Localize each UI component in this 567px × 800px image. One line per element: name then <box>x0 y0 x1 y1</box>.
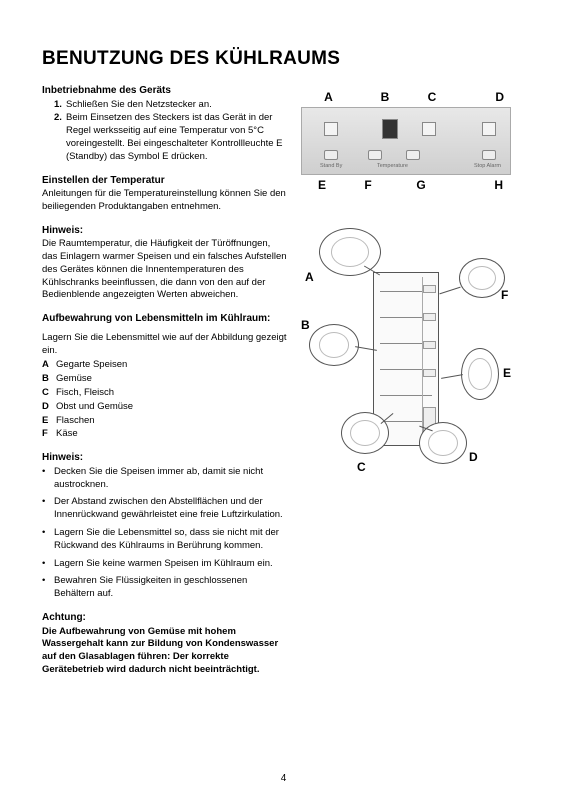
bullet-text: Lagern Sie keine warmen Speisen im Kühlr… <box>54 558 287 571</box>
callout-label-d: D <box>469 450 478 464</box>
bullet-icon: • <box>42 466 54 492</box>
door-shelf <box>423 313 436 321</box>
bullet-text: Lagern Sie die Lebensmittel so, dass sie… <box>54 527 287 553</box>
list-text: Schließen Sie den Netzstecker an. <box>66 99 287 112</box>
bullet-text: Der Abstand zwischen den Abstellflächen … <box>54 496 287 522</box>
list-number: 2. <box>54 112 66 163</box>
door-shelf <box>423 341 436 349</box>
bullet-item: •Der Abstand zwischen den Abstellflächen… <box>42 496 287 522</box>
callout-circle-e <box>461 348 499 400</box>
panel-label-d: D <box>450 90 510 104</box>
warning-paragraph: Die Aufbewahrung von Gemüse mit hohem Wa… <box>42 626 287 677</box>
bullet-icon: • <box>42 558 54 571</box>
legend-text: Gemüse <box>56 373 287 386</box>
list-number: 1. <box>54 99 66 112</box>
heading-warning: Achtung: <box>42 611 287 625</box>
bullet-text: Decken Sie die Speisen immer ab, damit s… <box>54 466 287 492</box>
temperature-display <box>382 119 398 139</box>
legend-text: Käse <box>56 428 287 441</box>
legend-text: Fisch, Fleisch <box>56 387 287 400</box>
bullet-icon: • <box>42 575 54 601</box>
standby-button <box>324 150 338 160</box>
panel-label-b: B <box>356 90 414 104</box>
legend-row: AGegarte Speisen <box>42 359 287 372</box>
legend-row: DObst und Gemüse <box>42 401 287 414</box>
callout-circle-f <box>459 258 505 298</box>
callout-label-c: C <box>357 460 366 474</box>
panel-label-h: H <box>449 178 509 192</box>
heading-note1: Hinweis: <box>42 224 287 238</box>
startup-list: 1. Schließen Sie den Netzstecker an. 2. … <box>42 99 287 164</box>
panel-label-g: G <box>393 178 449 192</box>
paragraph: Die Raumtemperatur, die Häufigkeit der T… <box>42 238 287 302</box>
panel-label-f: F <box>343 178 393 192</box>
text-column: Inbetriebnahme des Geräts 1. Schließen S… <box>42 84 287 679</box>
heading-startup: Inbetriebnahme des Geräts <box>42 84 287 98</box>
bullet-icon: • <box>42 527 54 553</box>
temp-icon <box>422 122 436 136</box>
legend-letter: E <box>42 415 56 428</box>
panel-label-a: A <box>301 90 356 104</box>
note2-list: •Decken Sie die Speisen immer ab, damit … <box>42 466 287 601</box>
legend-row: FKäse <box>42 428 287 441</box>
legend-letter: B <box>42 373 56 386</box>
panel-top-labels: A B C D <box>301 90 511 104</box>
bullet-item: •Lagern Sie die Lebensmittel so, dass si… <box>42 527 287 553</box>
callout-label-f: F <box>501 288 508 302</box>
legend-text: Obst und Gemüse <box>56 401 287 414</box>
bullet-item: •Decken Sie die Speisen immer ab, damit … <box>42 466 287 492</box>
heading-note2: Hinweis: <box>42 451 287 465</box>
callout-circle-b <box>309 324 359 366</box>
callout-circle-c <box>341 412 389 454</box>
fridge-door <box>422 277 436 441</box>
callout-label-e: E <box>503 366 511 380</box>
list-text: Beim Einsetzen des Steckers ist das Gerä… <box>66 112 287 163</box>
callout-line <box>441 374 463 379</box>
legend-row: CFisch, Fleisch <box>42 387 287 400</box>
legend-letter: A <box>42 359 56 372</box>
stop-alarm-label: Stop Alarm <box>474 163 501 169</box>
page-title: BENUTZUNG DES KÜHLRAUMS <box>42 48 525 70</box>
paragraph: Anleitungen für die Temperatureinstellun… <box>42 188 287 214</box>
legend-letter: F <box>42 428 56 441</box>
panel-label-e: E <box>301 178 343 192</box>
door-shelf <box>423 369 436 377</box>
door-shelf <box>423 285 436 293</box>
page-number: 4 <box>281 773 287 784</box>
list-item: 1. Schließen Sie den Netzstecker an. <box>54 99 287 112</box>
bullet-text: Bewahren Sie Flüssigkeiten in geschlosse… <box>54 575 287 601</box>
paragraph: Lagern Sie die Lebensmittel wie auf der … <box>42 332 287 358</box>
bullet-icon: • <box>42 496 54 522</box>
legend-text: Gegarte Speisen <box>56 359 287 372</box>
panel-bottom-labels: E F G H <box>301 178 511 192</box>
legend-text: Flaschen <box>56 415 287 428</box>
legend-row: BGemüse <box>42 373 287 386</box>
stop-alarm-button <box>482 150 496 160</box>
panel-label-c: C <box>414 90 450 104</box>
standby-icon <box>324 122 338 136</box>
callout-label-a: A <box>305 270 314 284</box>
legend-letter: C <box>42 387 56 400</box>
heading-temp: Einstellen der Temperatur <box>42 174 287 188</box>
alarm-icon <box>482 122 496 136</box>
bullet-item: •Bewahren Sie Flüssigkeiten in geschloss… <box>42 575 287 601</box>
temp-up-button <box>406 150 420 160</box>
legend-row: EFlaschen <box>42 415 287 428</box>
content-columns: Inbetriebnahme des Geräts 1. Schließen S… <box>42 84 525 679</box>
callout-label-b: B <box>301 318 310 332</box>
storage-legend: AGegarte Speisen BGemüse CFisch, Fleisch… <box>42 359 287 441</box>
temp-down-button <box>368 150 382 160</box>
legend-letter: D <box>42 401 56 414</box>
callout-line <box>439 287 460 295</box>
standby-label: Stand By <box>320 163 342 169</box>
temperature-label: Temperature <box>377 163 408 169</box>
heading-storage: Aufbewahrung von Lebensmitteln im Kühlra… <box>42 312 287 326</box>
figure-column: A B C D Stand By Temperature Stop Alarm … <box>301 84 511 679</box>
list-item: 2. Beim Einsetzen des Steckers ist das G… <box>54 112 287 163</box>
fridge-illustration: A B C D E F <box>301 228 511 488</box>
control-panel-figure: A B C D Stand By Temperature Stop Alarm … <box>301 90 511 192</box>
control-panel: Stand By Temperature Stop Alarm <box>301 107 511 175</box>
bullet-item: •Lagern Sie keine warmen Speisen im Kühl… <box>42 558 287 571</box>
